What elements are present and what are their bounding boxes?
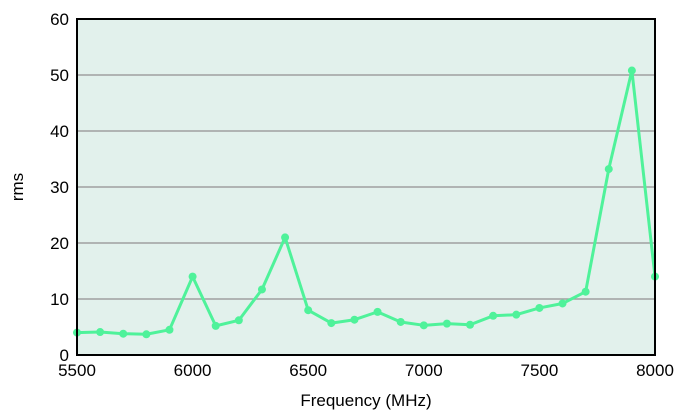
- x-tick-label: 6000: [174, 361, 212, 380]
- plot-frame: [76, 18, 656, 356]
- y-tick-label: 0: [60, 346, 69, 365]
- tick-labels: 0 10 20 30 40 50 60 5500 6000 6500 7000 7500 8000: [50, 10, 674, 380]
- data-point: [165, 325, 174, 334]
- data-point: [257, 285, 266, 294]
- y-tick-label: 60: [50, 10, 69, 29]
- data-point: [142, 330, 151, 339]
- series-layer: [73, 66, 659, 339]
- data-point: [373, 307, 382, 316]
- data-point: [419, 321, 428, 330]
- y-tick-label: 30: [50, 178, 69, 197]
- data-point: [304, 306, 313, 315]
- data-point: [327, 319, 336, 328]
- data-point: [281, 233, 290, 242]
- y-tick-label: 50: [50, 66, 69, 85]
- data-point: [234, 316, 243, 325]
- data-point: [188, 272, 197, 281]
- data-point: [119, 329, 128, 338]
- grid-lines: [77, 74, 655, 300]
- x-tick-label: 5500: [58, 361, 96, 380]
- x-axis-label: Frequency (MHz): [300, 391, 431, 410]
- y-tick-label: 10: [50, 290, 69, 309]
- y-axis-label: rms: [8, 173, 27, 201]
- data-point: [558, 299, 567, 308]
- data-point: [581, 287, 590, 296]
- x-tick-label: 7500: [520, 361, 558, 380]
- data-point: [211, 321, 220, 330]
- y-tick-label: 20: [50, 234, 69, 253]
- y-tick-label: 40: [50, 122, 69, 141]
- data-point: [627, 66, 636, 75]
- x-tick-label: 7000: [405, 361, 443, 380]
- x-tick-label: 6500: [289, 361, 327, 380]
- data-point: [350, 315, 359, 324]
- data-point: [442, 319, 451, 328]
- data-point: [396, 317, 405, 326]
- data-point: [466, 320, 475, 329]
- data-point: [512, 310, 521, 319]
- data-point: [604, 165, 613, 174]
- data-point: [535, 303, 544, 312]
- data-point: [489, 311, 498, 320]
- data-point: [96, 328, 105, 337]
- x-tick-label: 8000: [636, 361, 674, 380]
